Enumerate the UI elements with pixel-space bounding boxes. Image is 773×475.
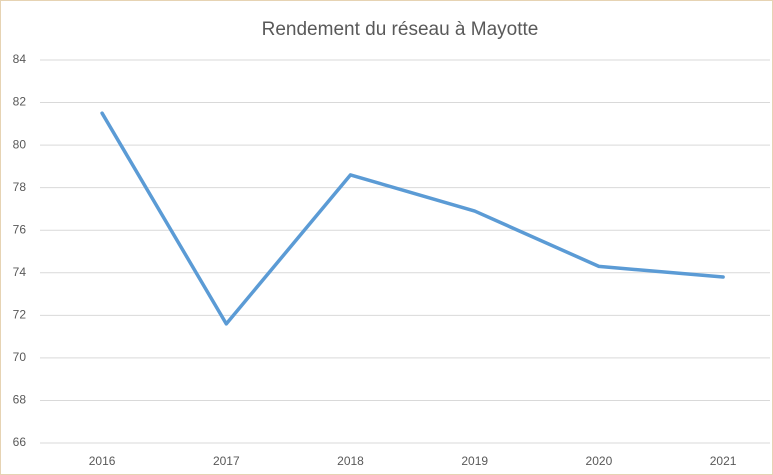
y-tick-label: 76: [13, 222, 27, 236]
y-tick-label: 82: [13, 95, 27, 109]
y-tick-label: 78: [13, 180, 27, 194]
x-tick-label: 2016: [89, 454, 116, 468]
chart-title: Rendement du réseau à Mayotte: [262, 19, 539, 40]
x-tick-label: 2018: [337, 454, 364, 468]
y-tick-label: 74: [13, 265, 27, 279]
data-line: [100, 111, 725, 326]
x-tick-label: 2017: [213, 454, 240, 468]
y-tick-label: 70: [13, 350, 27, 364]
y-tick-label: 80: [13, 137, 27, 151]
y-tick-label: 84: [13, 52, 27, 66]
y-tick-label: 68: [13, 393, 27, 407]
y-tick-label: 72: [13, 308, 27, 322]
y-tick-label: 66: [13, 435, 27, 449]
x-tick-label: 2021: [710, 454, 737, 468]
x-tick-label: 2020: [586, 454, 613, 468]
x-tick-label: 2019: [461, 454, 488, 468]
